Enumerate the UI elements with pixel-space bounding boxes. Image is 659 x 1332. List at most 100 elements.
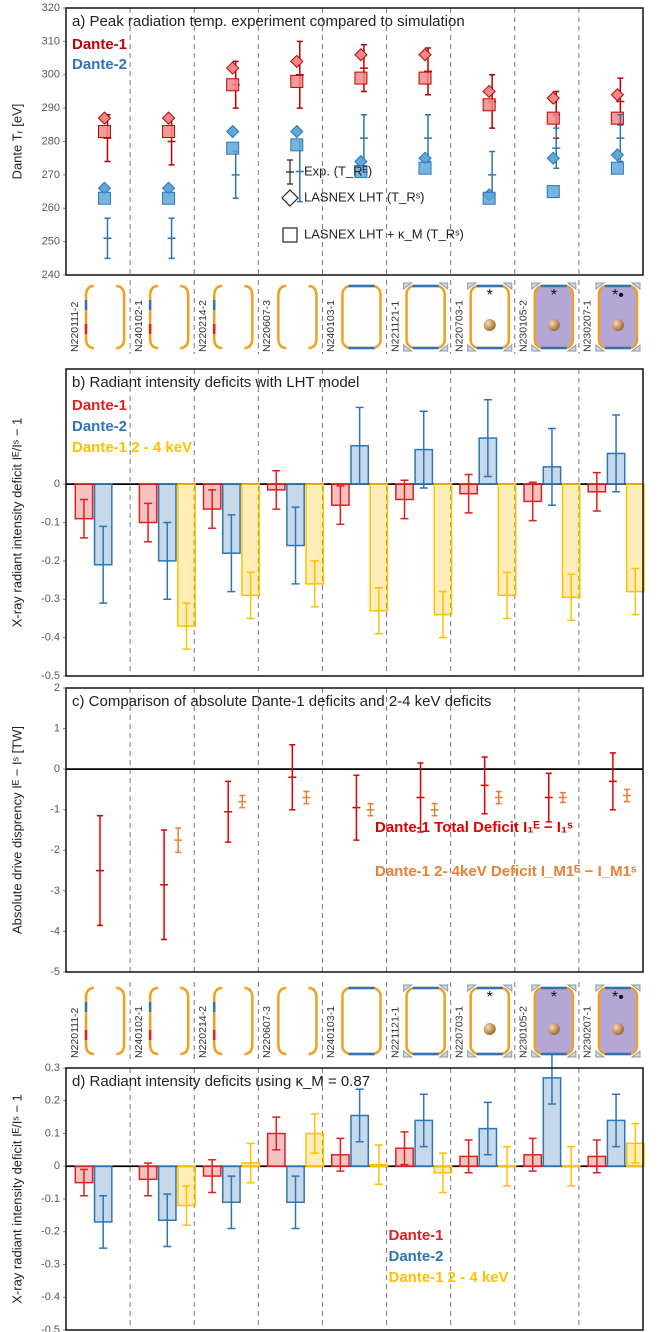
- square-marker: [98, 192, 110, 204]
- square-marker: [547, 112, 559, 124]
- legend-entry: Dante-1: [72, 397, 127, 414]
- y-tick-label: 250: [42, 236, 60, 248]
- y-tick-label: -3: [50, 885, 60, 897]
- diamond-marker: [355, 49, 367, 61]
- square-marker: [611, 112, 623, 124]
- hohlraum: [278, 988, 286, 1054]
- error-bar: [96, 816, 104, 926]
- hohlraum: [214, 286, 222, 348]
- square-marker: [419, 72, 431, 84]
- panel-title: c) Comparison of absolute Dante-1 defici…: [72, 693, 491, 710]
- hohlraum: [116, 988, 124, 1054]
- hohlraum: [342, 286, 380, 348]
- error-bar: [296, 41, 304, 108]
- error-bar: [367, 804, 375, 816]
- y-tick-label: -0.2: [41, 1226, 60, 1238]
- square-marker: [483, 99, 495, 111]
- diamond-marker: [227, 125, 239, 137]
- schematic-marker: *•: [612, 989, 624, 1006]
- square-marker: [291, 75, 303, 87]
- hohlraum: [278, 286, 286, 348]
- schematic-marker: *: [551, 989, 557, 1006]
- error-bar: [545, 773, 553, 822]
- y-tick-label: 280: [42, 135, 60, 147]
- y-tick-label: 0.3: [45, 1062, 60, 1074]
- error-bar: [609, 753, 617, 810]
- hohlraum: [244, 286, 252, 348]
- square-marker: [227, 142, 239, 154]
- panel-title: b) Radiant intensity deficits with LHT m…: [72, 374, 359, 391]
- y-tick-label: -0.5: [41, 670, 60, 682]
- shot-label: N240103-1: [325, 1006, 337, 1058]
- y-tick-label: 260: [42, 202, 60, 214]
- y-tick-label: 0: [54, 763, 60, 775]
- y-tick-label: 310: [42, 35, 60, 47]
- shot-label: N221121-1: [389, 301, 401, 352]
- legend-entry: Dante-1 2 - 4 keV: [72, 439, 192, 456]
- shot-label: N220607-3: [261, 1006, 273, 1058]
- legend-entry: Dante-2: [72, 418, 127, 435]
- y-tick-label: 0.2: [45, 1095, 60, 1107]
- y-tick-label: -0.5: [41, 1324, 60, 1332]
- diamond-marker: [98, 112, 110, 124]
- legend-icon: [283, 228, 297, 242]
- diamond-marker: [291, 125, 303, 137]
- schematic-marker: *•: [612, 287, 624, 304]
- y-axis-label: Dante Tᵣ [eV]: [9, 104, 24, 180]
- shot-label: N240102-1: [133, 300, 145, 352]
- legend-icon: [286, 160, 294, 184]
- square-marker: [291, 139, 303, 151]
- hohlraum: [407, 988, 445, 1054]
- panel-title: d) Radiant intensity deficits using κ_M …: [72, 1073, 370, 1090]
- error-bar: [168, 218, 176, 258]
- y-axis-label: Absolute drive disprency Iᴱ − Iˢ [TW]: [9, 726, 24, 934]
- diamond-marker: [547, 92, 559, 104]
- shot-label: N220214-2: [197, 1006, 209, 1058]
- square-marker: [355, 72, 367, 84]
- error-bar: [495, 791, 503, 803]
- legend-icon: [282, 190, 298, 206]
- error-bar: [431, 804, 439, 816]
- shot-label: N230105-2: [518, 300, 530, 352]
- y-tick-label: -0.4: [41, 632, 60, 644]
- shot-label: N220703-1: [453, 300, 465, 352]
- shot-label: N220111-2: [69, 1007, 81, 1058]
- y-tick-label: -5: [50, 966, 60, 978]
- shot-label: N240102-1: [133, 1006, 145, 1058]
- schematic-marker: *: [487, 287, 493, 304]
- capsule: [484, 1023, 496, 1035]
- hohlraum: [180, 286, 188, 348]
- error-bar: [623, 789, 631, 801]
- y-tick-label: 0: [54, 1160, 60, 1172]
- error-bar: [224, 781, 232, 842]
- legend-entry: LASNEX LHT (T_Rˢ): [304, 189, 425, 204]
- error-bar: [174, 828, 182, 852]
- diamond-marker: [611, 149, 623, 161]
- hohlraum: [214, 988, 222, 1054]
- y-tick-label: -0.1: [41, 516, 60, 528]
- schematic-marker: *: [551, 287, 557, 304]
- capsule: [612, 319, 624, 331]
- legend-entry: Dante-2: [389, 1248, 444, 1265]
- y-tick-label: 1: [54, 722, 60, 734]
- y-tick-label: -1: [50, 804, 60, 816]
- square-marker: [483, 192, 495, 204]
- hohlraum: [244, 988, 252, 1054]
- y-axis-label: X-ray radiant intensity deficit Iᴱ/Iˢ − …: [9, 1094, 24, 1304]
- y-tick-label: -0.3: [41, 1258, 60, 1270]
- error-bar: [302, 791, 310, 803]
- diamond-marker: [163, 112, 175, 124]
- diamond-marker: [483, 85, 495, 97]
- legend-entry: LASNEX LHT + κ_M (T_Rˢ): [304, 226, 464, 241]
- error-bar: [160, 830, 168, 940]
- diamond-marker: [419, 49, 431, 61]
- square-marker: [227, 79, 239, 91]
- hohlraum: [180, 988, 188, 1054]
- legend-entry: Dante-1: [72, 36, 127, 53]
- shot-label: N220214-2: [197, 300, 209, 352]
- legend-entry: Dante-1 Total Deficit I₁ᴱ − I₁ˢ: [375, 819, 573, 836]
- diamond-marker: [611, 89, 623, 101]
- error-bar: [103, 218, 111, 258]
- capsule: [484, 319, 496, 331]
- hohlraum: [308, 988, 316, 1054]
